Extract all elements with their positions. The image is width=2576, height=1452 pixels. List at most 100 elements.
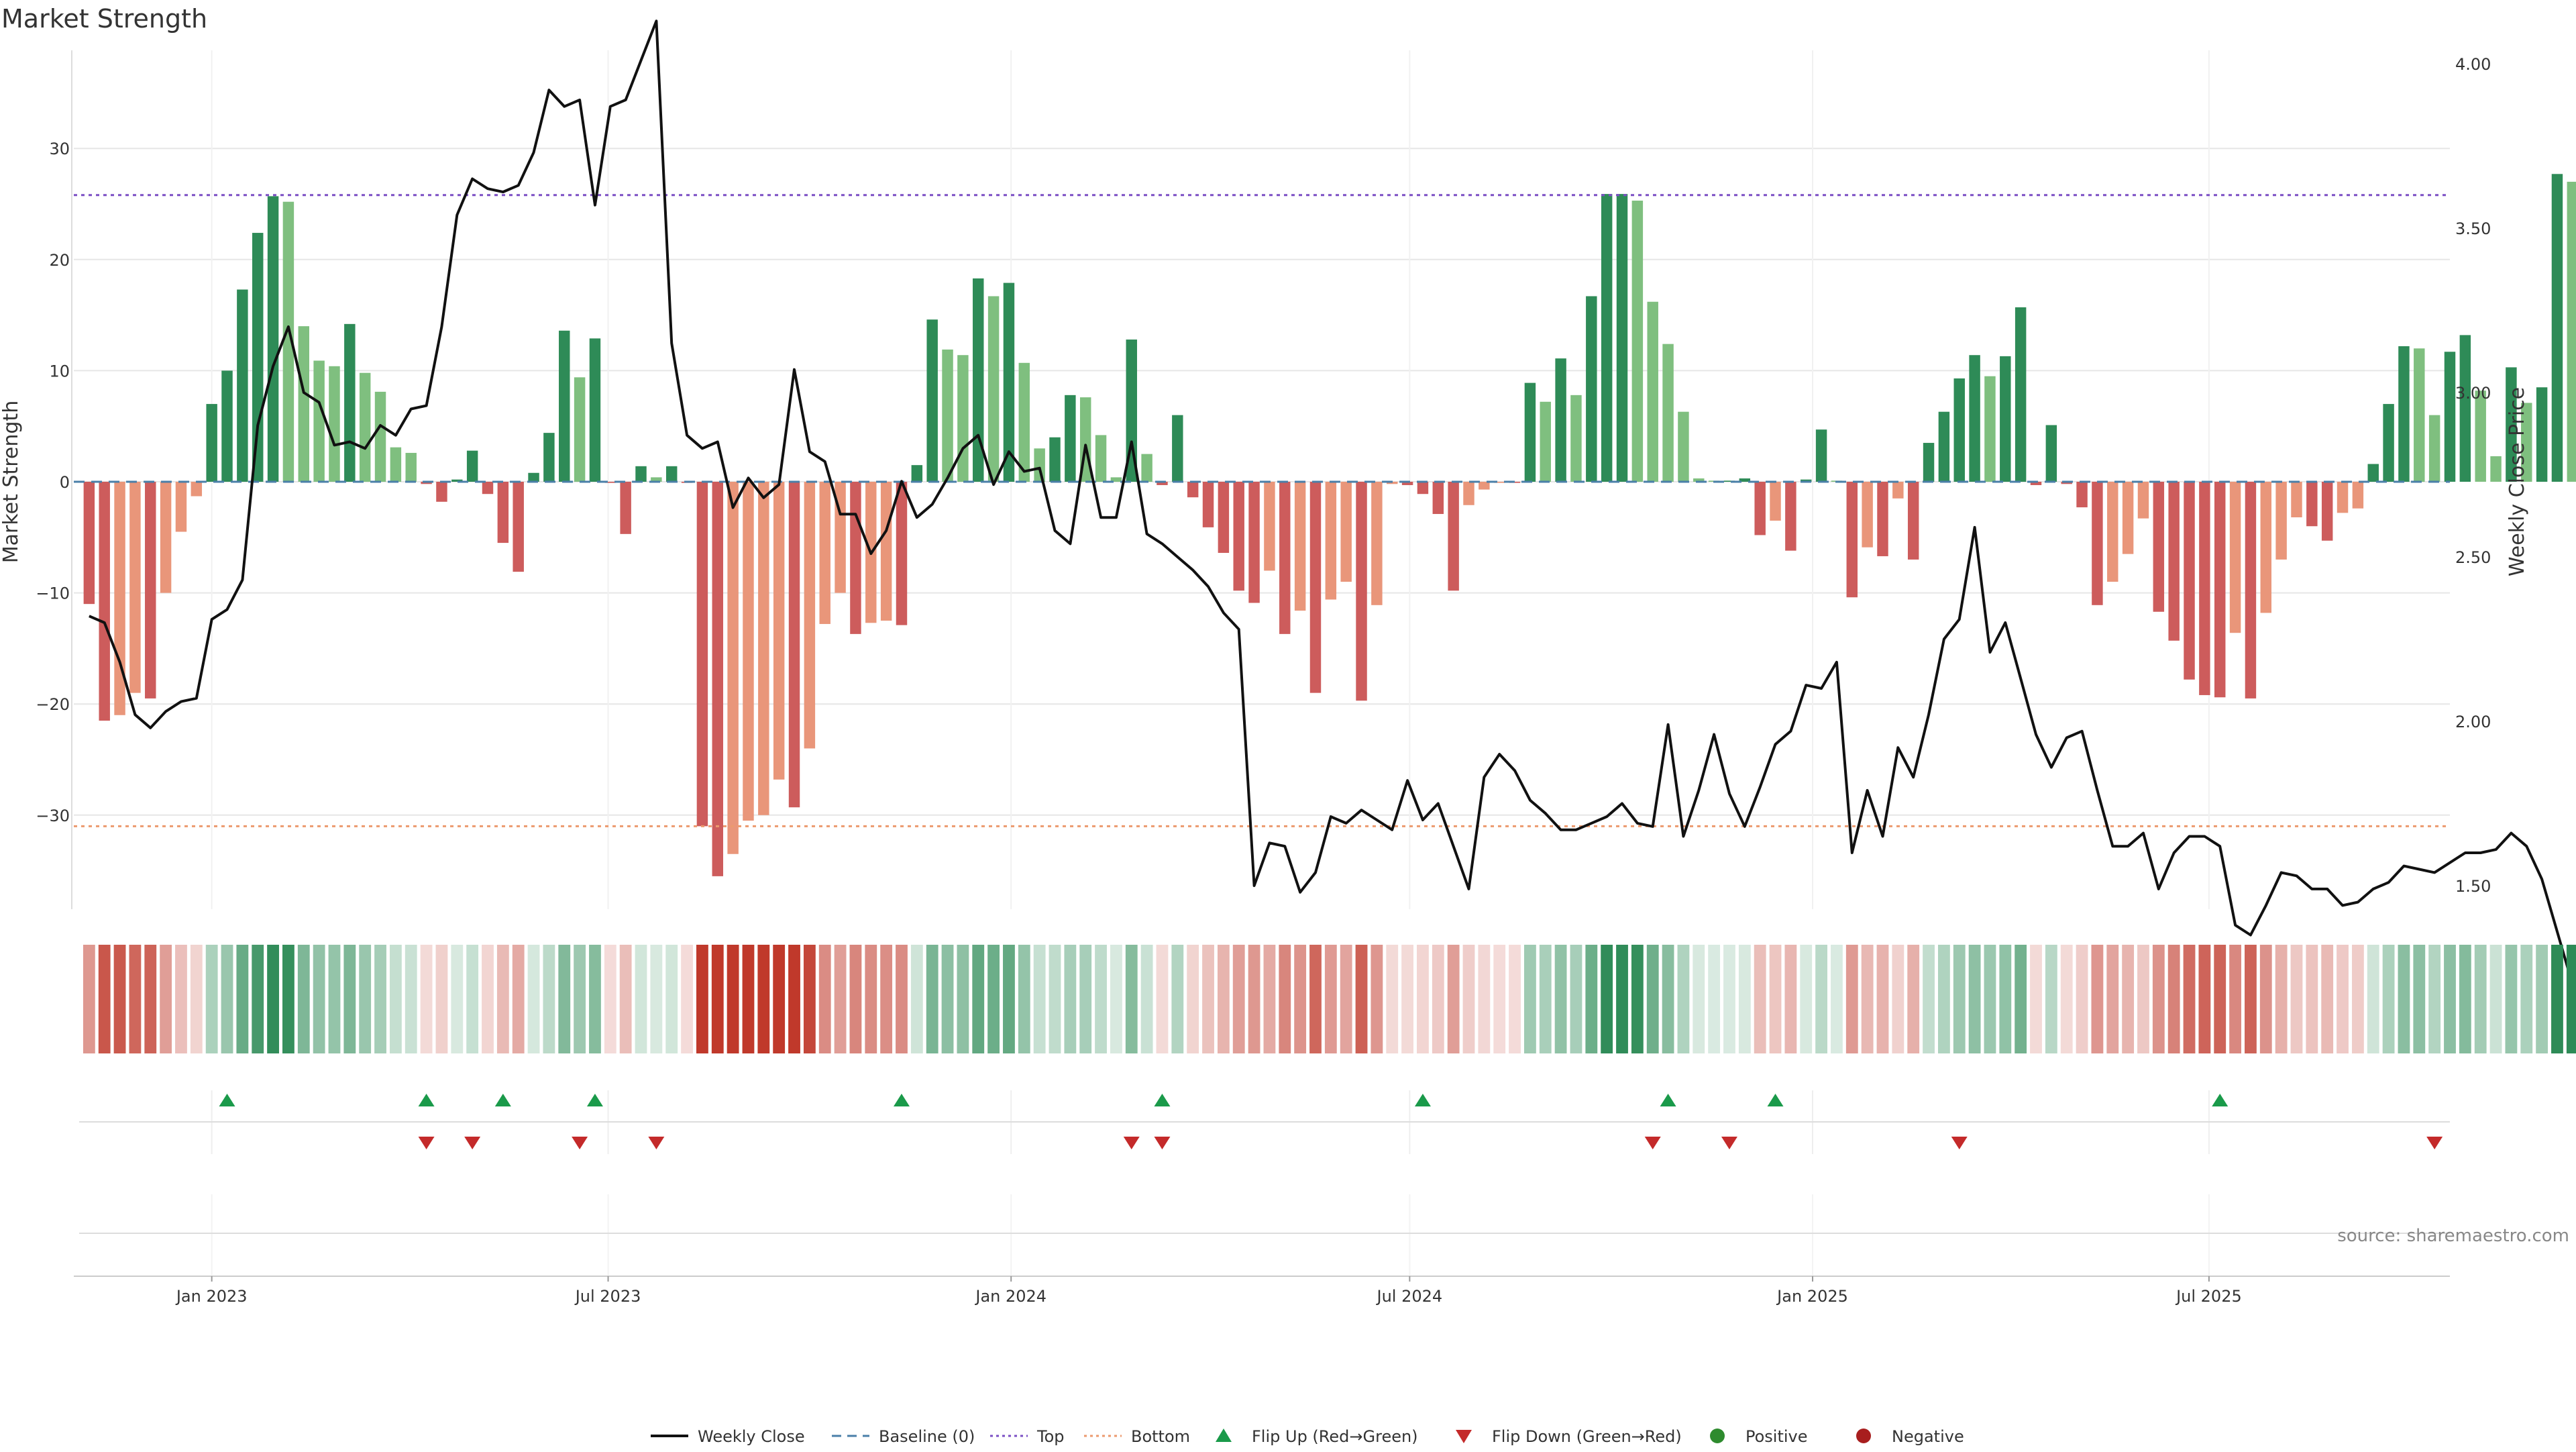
legend-swatch-circle: [1710, 1429, 1725, 1443]
y2-tick-label: 2.50: [2455, 548, 2491, 567]
strength-bar: [2398, 346, 2410, 482]
heat-cell: [650, 945, 663, 1053]
heat-cell: [635, 945, 647, 1053]
legend-label: Positive: [1746, 1427, 1808, 1446]
strength-bar: [206, 404, 217, 482]
heat-cell: [1953, 945, 1966, 1053]
heat-cell: [1999, 945, 2012, 1053]
strength-bar: [1187, 482, 1199, 498]
heat-cell: [604, 945, 616, 1053]
heat-cell: [558, 945, 571, 1053]
strength-bar: [2506, 367, 2517, 482]
strength-bar: [2092, 482, 2103, 605]
heat-cell: [742, 945, 755, 1053]
heat-cell: [727, 945, 739, 1053]
heat-cell: [2091, 945, 2104, 1053]
flip-up-marker: [1414, 1094, 1431, 1106]
y2-axis-title: Weekly Close Price: [2506, 387, 2529, 576]
heat-cell: [2351, 945, 2364, 1053]
y2-tick-label: 3.50: [2455, 219, 2491, 238]
strength-bar: [2459, 335, 2471, 482]
strength-bar: [129, 482, 141, 693]
heat-cell: [1340, 945, 1352, 1053]
heat-cell: [834, 945, 847, 1053]
heat-cell: [2551, 945, 2563, 1053]
heat-cell: [1693, 945, 1705, 1053]
strength-bar: [2367, 464, 2379, 482]
strength-bar: [1003, 282, 1015, 482]
strength-bar: [1815, 429, 1827, 482]
heat-cell: [1279, 945, 1291, 1053]
strength-bar: [651, 477, 662, 482]
strength-bar: [880, 482, 892, 621]
heat-cell: [1616, 945, 1628, 1053]
x-tick-label: Jul 2023: [574, 1287, 641, 1306]
strength-bar: [665, 466, 678, 482]
strength-bar: [1923, 443, 1935, 482]
flip-down-marker: [1154, 1137, 1171, 1149]
strength-bar: [160, 482, 172, 593]
heat-cell: [144, 945, 157, 1053]
strength-bar: [1969, 355, 1980, 482]
strength-bar: [1862, 482, 1873, 548]
strength-bar: [2076, 482, 2088, 508]
strength-bar: [1325, 482, 1337, 600]
heat-cell: [849, 945, 862, 1053]
flip-up-markers: [219, 1094, 2229, 1106]
strength-bar: [1340, 482, 1352, 582]
strength-bar: [2551, 174, 2563, 482]
strength-bar: [221, 370, 233, 482]
heat-cell: [1784, 945, 1797, 1053]
heat-cell: [1478, 945, 1491, 1053]
heat-cell: [1523, 945, 1536, 1053]
strength-bar: [405, 452, 417, 482]
strength-bar: [1907, 482, 1919, 560]
strength-bar: [604, 482, 616, 483]
heat-cell: [987, 945, 1000, 1053]
flip-down-marker: [572, 1137, 588, 1149]
strength-heatmap: [83, 945, 2576, 1053]
strength-bar: [313, 360, 325, 482]
heat-cell: [2167, 945, 2180, 1053]
heat-cell: [957, 945, 969, 1053]
heat-cell: [1754, 945, 1766, 1053]
heat-cell: [1968, 945, 1981, 1053]
strength-bar: [804, 482, 816, 749]
heat-cell: [1907, 945, 1920, 1053]
strength-bar: [1509, 482, 1521, 483]
heat-cell: [2489, 945, 2502, 1053]
heat-cell: [2183, 945, 2196, 1053]
heat-cell: [757, 945, 770, 1053]
strength-bar: [2291, 482, 2302, 517]
heat-cell: [2137, 945, 2149, 1053]
strength-bar: [83, 482, 95, 605]
strength-bar: [2214, 482, 2226, 698]
heat-cell: [512, 945, 525, 1053]
strength-bar: [497, 482, 509, 543]
heat-cell: [1187, 945, 1199, 1053]
strength-bar: [1570, 395, 1582, 482]
heat-cell: [2536, 945, 2548, 1053]
strength-bar: [1095, 435, 1107, 482]
heat-cell: [1708, 945, 1721, 1053]
x-tick-label: Jan 2023: [175, 1287, 248, 1306]
strength-bar: [513, 482, 524, 572]
heat-cell: [420, 945, 433, 1053]
heat-cell: [941, 945, 954, 1053]
heat-cell: [818, 945, 831, 1053]
strength-bar: [1493, 482, 1505, 483]
heat-cell: [1202, 945, 1214, 1053]
flip-up-marker: [494, 1094, 511, 1106]
heat-cell: [2520, 945, 2533, 1053]
legend-item: Negative: [1856, 1427, 1964, 1446]
strength-bar: [758, 482, 769, 815]
legend: Weekly Close Baseline (0) Top Bottom Flip Up…: [651, 1427, 1964, 1446]
strength-bar: [252, 233, 264, 482]
strength-bar: [191, 482, 203, 497]
y-axis-right: 4.00 3.50 3.00 2.50 2.00 1.50: [2455, 55, 2491, 896]
heat-cell: [1232, 945, 1245, 1053]
heat-cell: [98, 945, 111, 1053]
flip-down-marker: [1123, 1137, 1140, 1149]
heat-cell: [2275, 945, 2288, 1053]
strength-bar: [1953, 378, 1965, 482]
